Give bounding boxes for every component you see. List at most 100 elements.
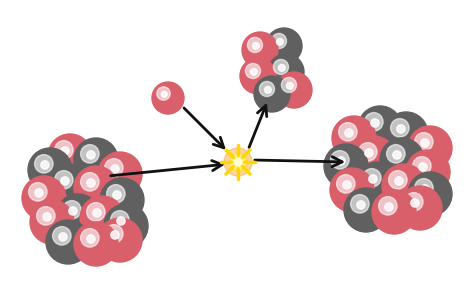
Circle shape [408,126,452,170]
Circle shape [41,161,49,169]
Circle shape [61,177,69,185]
Circle shape [105,159,123,177]
Circle shape [365,149,373,157]
Circle shape [46,220,90,264]
Circle shape [63,200,81,219]
Circle shape [371,119,379,127]
Circle shape [395,177,403,185]
Circle shape [105,225,123,243]
Circle shape [286,82,293,89]
Circle shape [330,168,374,212]
Circle shape [345,129,353,137]
Circle shape [282,77,297,92]
Circle shape [111,165,119,173]
Circle shape [393,151,401,159]
Circle shape [113,191,121,199]
Circle shape [93,209,101,217]
Circle shape [389,171,407,189]
Circle shape [157,87,170,100]
Circle shape [48,134,92,178]
Circle shape [391,119,409,137]
Circle shape [264,86,271,93]
Circle shape [30,200,74,244]
Circle shape [80,196,124,240]
Circle shape [43,213,51,221]
Circle shape [36,206,55,225]
Circle shape [337,175,355,193]
Circle shape [273,59,289,75]
Circle shape [81,172,99,191]
Circle shape [412,157,431,175]
Circle shape [382,164,426,208]
Circle shape [385,203,393,211]
Circle shape [398,186,442,230]
Circle shape [111,231,119,239]
Circle shape [363,169,381,187]
Circle shape [338,123,357,141]
Circle shape [110,211,129,229]
Circle shape [28,148,72,192]
Circle shape [242,32,278,68]
Circle shape [415,133,433,151]
Circle shape [161,91,167,97]
Circle shape [107,185,125,203]
Circle shape [351,195,369,213]
Circle shape [61,147,69,155]
Circle shape [98,152,142,196]
Circle shape [74,138,118,182]
Circle shape [384,112,428,156]
Circle shape [53,227,71,245]
Circle shape [55,141,73,159]
Circle shape [343,181,351,189]
Circle shape [74,222,118,266]
Circle shape [229,153,247,171]
Circle shape [421,185,429,193]
Circle shape [117,217,125,225]
Circle shape [247,37,263,52]
Circle shape [87,203,105,221]
Circle shape [369,175,377,183]
Circle shape [234,158,242,166]
Circle shape [87,179,95,187]
Circle shape [224,148,252,176]
Circle shape [48,164,92,208]
Circle shape [268,54,304,90]
Circle shape [266,28,302,64]
Circle shape [276,72,312,108]
Circle shape [337,157,345,165]
Circle shape [22,176,66,220]
Circle shape [59,233,67,241]
Circle shape [81,228,99,247]
Circle shape [411,199,419,207]
Circle shape [276,39,283,45]
Circle shape [379,197,397,215]
Circle shape [35,155,53,173]
Circle shape [81,144,99,163]
Circle shape [415,178,433,197]
Circle shape [278,64,285,71]
Circle shape [272,33,286,48]
Circle shape [359,143,377,161]
Circle shape [240,58,276,94]
Circle shape [365,113,383,131]
Circle shape [56,194,100,238]
Circle shape [358,106,402,150]
Circle shape [387,144,405,163]
Circle shape [253,42,259,49]
Circle shape [405,193,423,211]
Circle shape [74,166,118,210]
Circle shape [380,138,424,182]
Circle shape [246,64,261,79]
Circle shape [55,171,73,189]
Circle shape [87,235,95,243]
Circle shape [408,172,452,216]
Circle shape [419,163,427,171]
Circle shape [344,188,388,232]
Circle shape [35,189,43,197]
Circle shape [28,183,47,201]
Circle shape [397,125,405,133]
Circle shape [406,150,450,194]
Circle shape [332,116,376,160]
Circle shape [254,76,290,112]
Circle shape [98,218,142,262]
